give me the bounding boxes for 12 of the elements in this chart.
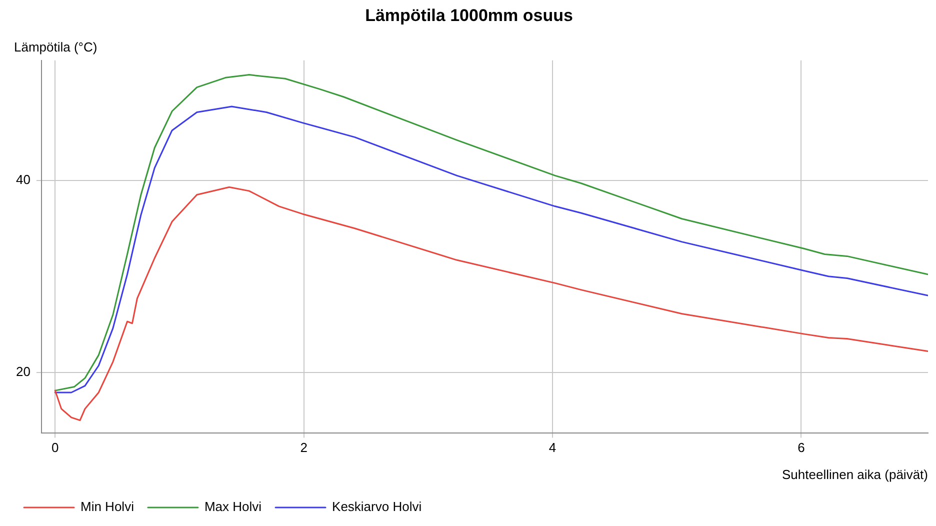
x-axis-title: Suhteellinen aika (päivät) (782, 466, 928, 482)
y-tick-label: 40 (16, 172, 30, 187)
y-tick-label: 20 (16, 364, 30, 379)
y-axis-title: Lämpötila (°C) (14, 39, 98, 54)
x-tick-label: 2 (300, 440, 308, 456)
x-tick-label: 6 (798, 440, 805, 456)
legend-label: Min Holvi (80, 499, 134, 514)
legend-label: Keskiarvo Holvi (332, 499, 422, 514)
legend-label: Max Holvi (204, 499, 262, 514)
chart-title: Lämpötila 1000mm osuus (365, 6, 573, 25)
x-tick-label: 4 (548, 440, 556, 456)
x-tick-label: 0 (52, 440, 59, 456)
